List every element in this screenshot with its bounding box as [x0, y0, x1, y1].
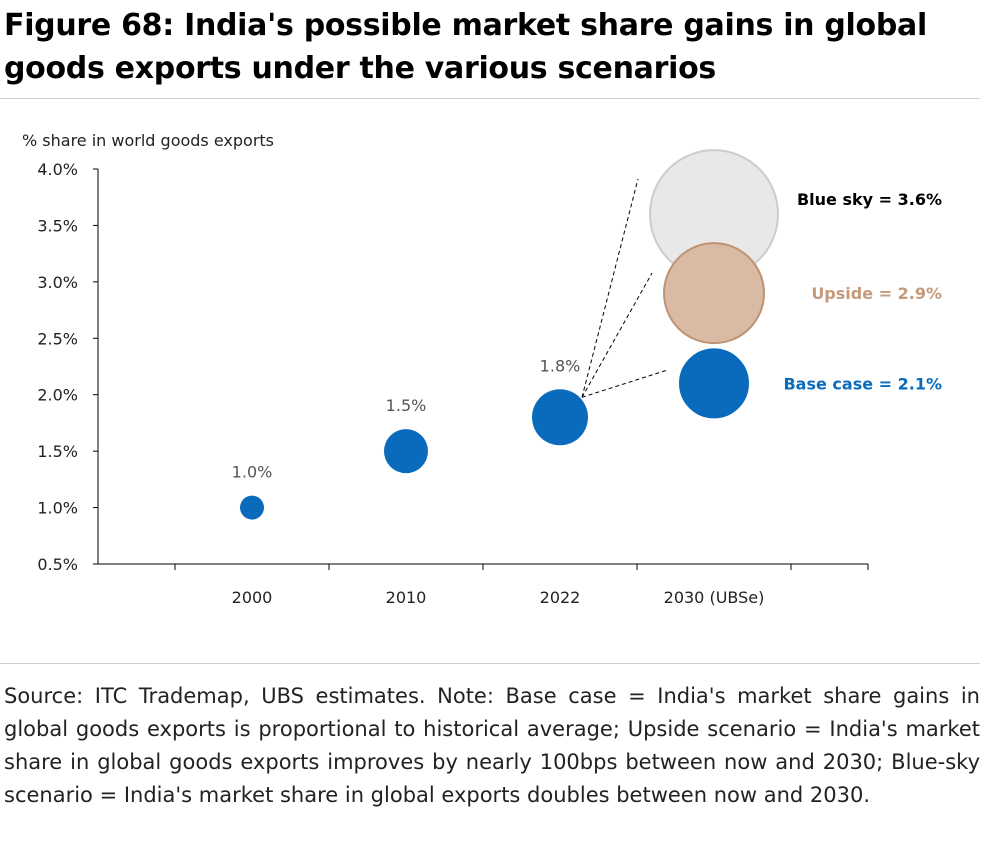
connector-1: [581, 272, 653, 398]
data-marks: 1.0% 1.5% 1.8% Blue sky = 3.6% Upside = 2.9%…: [232, 149, 942, 520]
y-tick-label: 4.0%: [37, 160, 78, 179]
connector-2: [581, 369, 669, 398]
bubble-2010: [384, 429, 428, 474]
y-tick-label: 1.0%: [37, 499, 78, 518]
bottom-divider: [0, 663, 980, 664]
scenario-label-1: Upside = 2.9%: [811, 284, 942, 303]
bubble-chart: % share in world goods exports 0.5%1.0%1…: [22, 131, 942, 607]
data-label-2000: 1.0%: [232, 463, 273, 482]
top-divider: [0, 98, 980, 99]
x-tick-label: 2010: [386, 588, 427, 607]
axes: 0.5% 1.0% 1.5% 2.0% 2.5% 3.0% 3.5% 4.0% 2000 2010…: [37, 160, 869, 607]
bubble-2022: [532, 389, 588, 446]
bubble-2000: [240, 495, 264, 520]
scenario-bubble-1: [663, 242, 765, 345]
source-note: Source: ITC Trademap, UBS estimates. Not…: [4, 684, 980, 807]
connector-0: [581, 178, 639, 398]
x-tick-label: 2000: [232, 588, 273, 607]
y-tick-label: 3.5%: [37, 216, 78, 235]
scenario-label-0: Blue sky = 3.6%: [797, 190, 942, 209]
data-label-2010: 1.5%: [386, 396, 427, 415]
y-tick-label: 2.5%: [37, 329, 78, 348]
y-tick-label: 3.0%: [37, 273, 78, 292]
figure-title: Figure 68: India's possible market share…: [4, 8, 927, 86]
x-tick-label: 2030 (UBSe): [664, 588, 765, 607]
scenario-connectors: [581, 178, 669, 398]
y-tick-label: 0.5%: [37, 555, 78, 574]
x-tick-label: 2022: [540, 588, 581, 607]
data-label-2022: 1.8%: [540, 356, 581, 375]
y-tick-label: 1.5%: [37, 442, 78, 461]
scenario-bubble-2: [679, 348, 749, 419]
y-axis-label: % share in world goods exports: [22, 131, 274, 150]
scenario-label-2: Base case = 2.1%: [783, 374, 942, 393]
y-tick-label: 2.0%: [37, 386, 78, 405]
